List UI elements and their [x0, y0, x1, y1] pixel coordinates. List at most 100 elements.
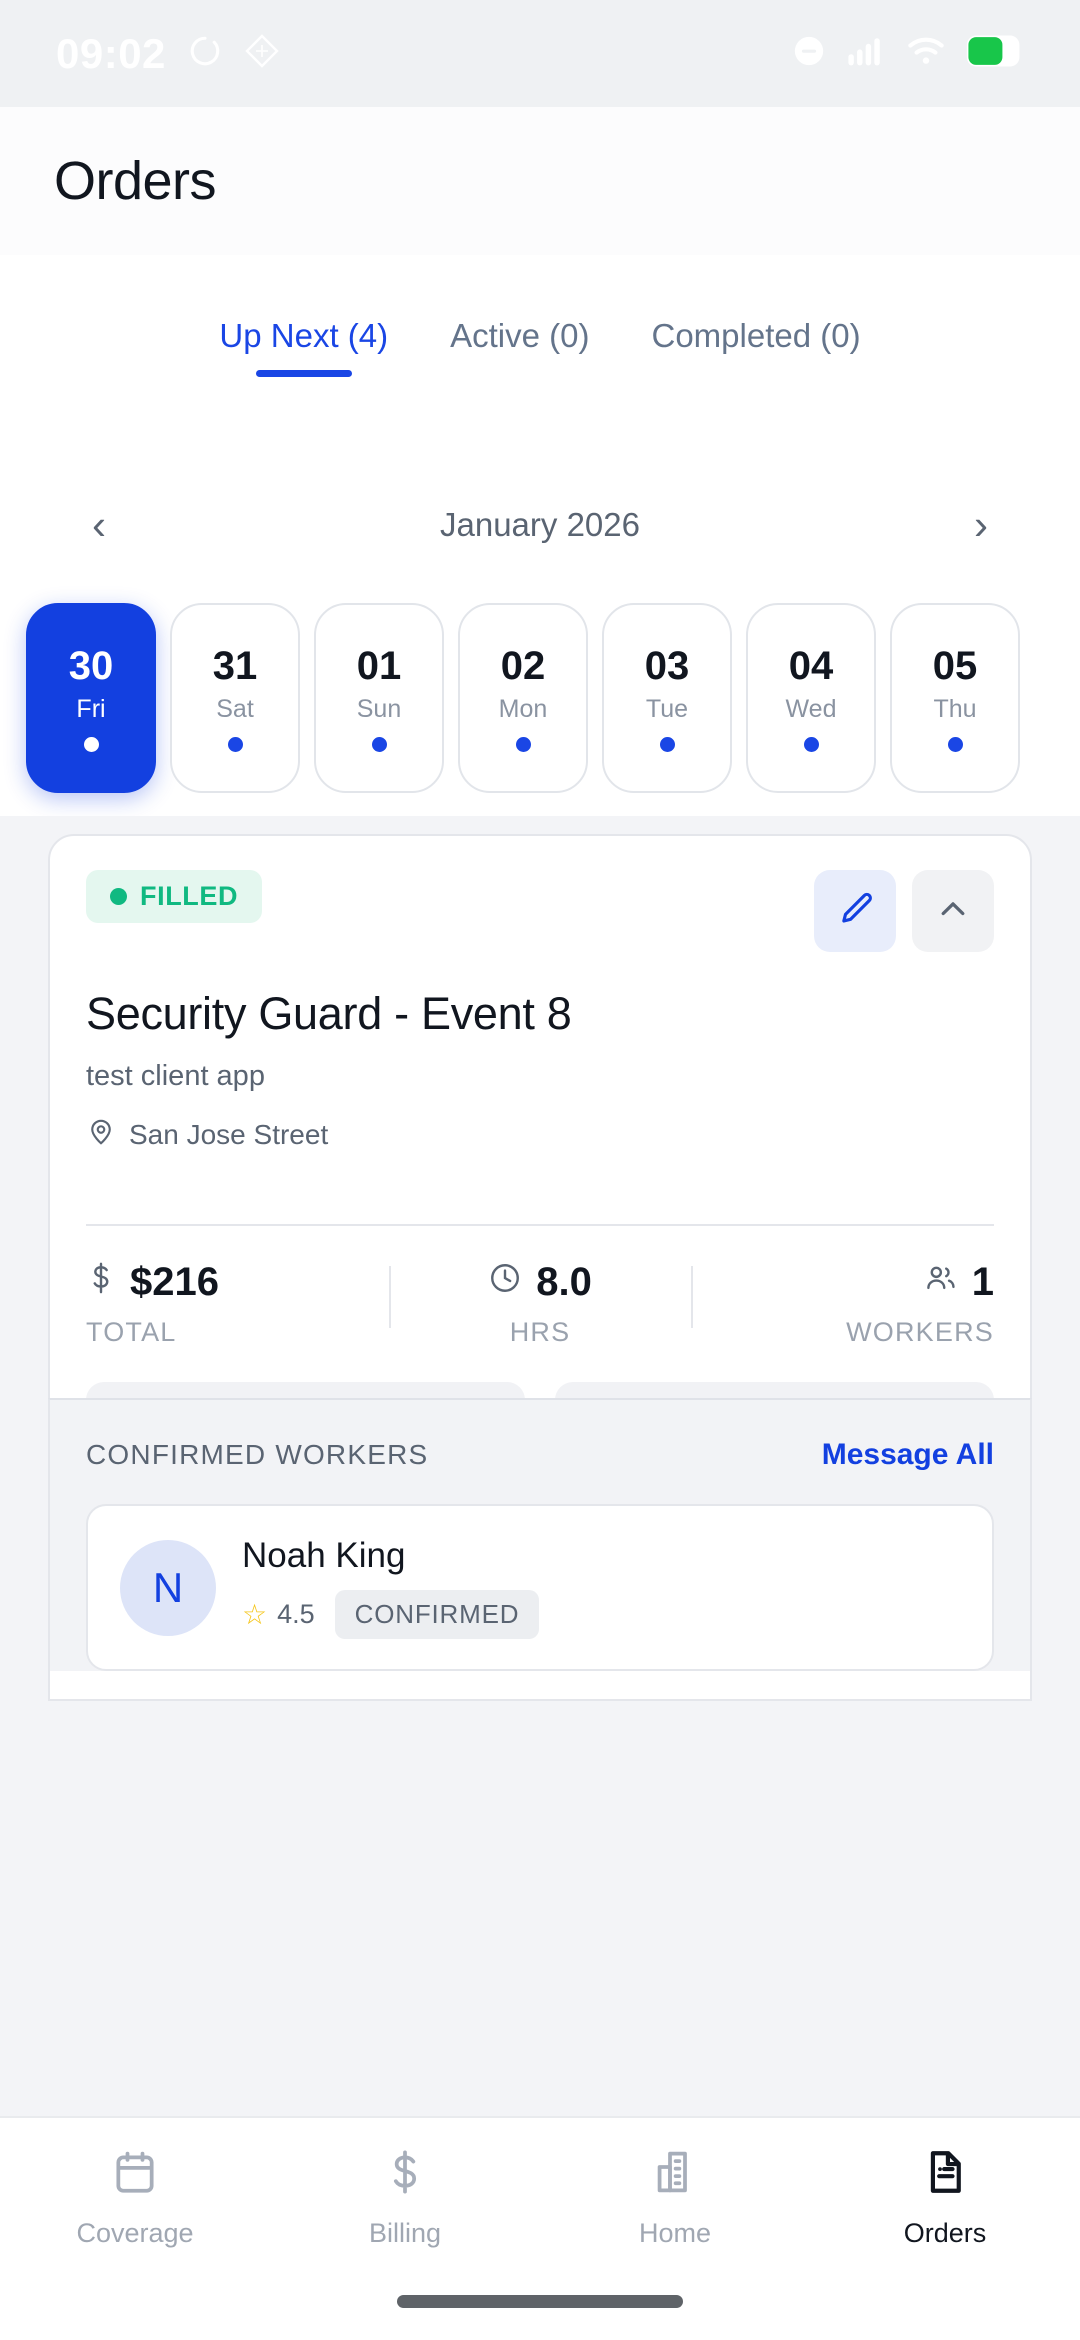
date-dot-icon — [83, 737, 99, 752]
confirmed-workers-header: CONFIRMED WORKERS Message All — [86, 1438, 994, 1472]
confirmed-workers-section: CONFIRMED WORKERS Message All N Noah Kin… — [48, 1398, 1032, 1671]
edit-order-button[interactable] — [814, 870, 896, 952]
dnd-icon — [792, 34, 826, 73]
page-title: Orders — [54, 151, 217, 211]
date-weekday: Fri — [76, 695, 106, 723]
date-dot-icon — [515, 737, 531, 752]
nav-label-home: Home — [638, 2218, 712, 2248]
nav-item-home[interactable]: Home — [540, 2118, 810, 2278]
bottom-nav-items: Coverage Billing Home — [0, 2118, 1080, 2278]
status-bar-left: 09:02 — [56, 30, 280, 78]
date-weekday: Mon — [498, 695, 548, 723]
pencil-icon — [835, 889, 875, 934]
signal-icon — [846, 35, 886, 72]
date-number: 03 — [644, 644, 690, 688]
status-bar: 09:02 — [0, 0, 1080, 107]
tab-completed[interactable]: Completed (0) — [651, 317, 861, 354]
date-weekday: Thu — [933, 695, 977, 723]
order-stats: $216 TOTAL 8.0 HRS — [50, 1226, 1030, 1358]
stat-total-value-row: $216 — [86, 1260, 219, 1305]
wifi-icon — [906, 35, 946, 72]
status-badge-label: FILLED — [140, 881, 239, 911]
date-dot-icon — [371, 737, 387, 752]
stat-workers: 1 WORKERS — [691, 1260, 994, 1348]
order-actions — [814, 870, 994, 952]
confirmed-workers-title: CONFIRMED WORKERS — [86, 1439, 429, 1470]
date-number: 31 — [212, 644, 258, 688]
worker-status-chip: CONFIRMED — [334, 1590, 540, 1639]
stat-total: $216 TOTAL — [86, 1260, 389, 1348]
date-pill-31[interactable]: 31 Sat — [170, 603, 300, 793]
status-badge: FILLED — [86, 870, 263, 923]
tab-active[interactable]: Active (0) — [450, 317, 590, 354]
date-number: 05 — [932, 644, 978, 688]
nav-label-billing: Billing — [368, 2218, 442, 2248]
status-bar-right — [792, 34, 1028, 73]
stat-hours-value: 8.0 — [536, 1260, 592, 1304]
message-all-button[interactable]: Message All — [821, 1438, 994, 1471]
orders-list: FILLED — [0, 816, 1080, 2116]
avatar: N — [120, 1539, 216, 1636]
worker-rating-value: 4.5 — [277, 1599, 315, 1629]
nav-label-orders: Orders — [903, 2218, 987, 2248]
date-pill-02[interactable]: 02 Mon — [458, 603, 588, 793]
tab-bar: Up Next (4) Active (0) Completed (0) — [0, 255, 1080, 405]
order-title: Security Guard - Event 8 — [86, 988, 572, 1039]
date-dot-icon — [947, 737, 963, 752]
nav-item-coverage[interactable]: Coverage — [0, 2118, 270, 2278]
star-icon: ☆ — [242, 1599, 268, 1630]
date-number: 01 — [356, 644, 402, 688]
status-clock: 09:02 — [56, 29, 166, 77]
worker-info: Noah King ☆ 4.5 CONFIRMED — [242, 1536, 540, 1639]
building-icon — [650, 2147, 700, 2202]
date-strip[interactable]: 30 Fri 31 Sat 01 Sun 02 Mon 03 Tue 04 We… — [0, 580, 1080, 816]
month-label: January 2026 — [440, 506, 640, 543]
home-indicator — [397, 2295, 683, 2308]
order-location: San Jose Street — [86, 1117, 994, 1152]
collapse-order-button[interactable] — [912, 870, 994, 952]
date-dot-icon — [227, 737, 243, 752]
stat-workers-value: 1 — [971, 1260, 995, 1304]
date-weekday: Wed — [785, 695, 837, 723]
date-pill-03[interactable]: 03 Tue — [602, 603, 732, 793]
worker-list-item[interactable]: N Noah King ☆ 4.5 CONFIRMED — [86, 1504, 994, 1671]
order-card-header: FILLED — [86, 870, 994, 952]
nav-item-billing[interactable]: Billing — [270, 2118, 540, 2278]
location-pin-icon — [86, 1117, 116, 1152]
stat-total-value: $216 — [130, 1260, 219, 1304]
date-weekday: Tue — [645, 695, 689, 723]
dollar-icon — [380, 2147, 430, 2202]
date-pill-04[interactable]: 04 Wed — [746, 603, 876, 793]
date-pill-05[interactable]: 05 Thu — [890, 603, 1020, 793]
date-pill-01[interactable]: 01 Sun — [314, 603, 444, 793]
worker-meta: ☆ 4.5 CONFIRMED — [242, 1590, 540, 1639]
bottom-navigation: Coverage Billing Home — [0, 2116, 1080, 2340]
stat-workers-label: WORKERS — [846, 1317, 995, 1347]
tab-up-next[interactable]: Up Next (4) — [219, 317, 388, 377]
date-number: 04 — [788, 644, 834, 688]
document-icon — [920, 2147, 970, 2202]
order-client: test client app — [86, 1060, 265, 1092]
chevron-right-icon[interactable]: › — [973, 501, 988, 548]
nav-item-orders[interactable]: Orders — [810, 2118, 1080, 2278]
dollar-icon — [86, 1260, 116, 1305]
calendar-icon — [110, 2147, 160, 2202]
chevron-up-icon — [935, 891, 971, 932]
stat-hours-label: HRS — [509, 1317, 571, 1347]
card-divider — [86, 1224, 994, 1226]
loading-spinner-icon — [188, 34, 222, 73]
people-icon — [922, 1260, 958, 1305]
nav-label-coverage: Coverage — [76, 2218, 194, 2248]
date-weekday: Sat — [216, 695, 254, 723]
chevron-left-icon[interactable]: ‹ — [92, 501, 106, 548]
page-header: Orders — [0, 107, 1080, 255]
stat-total-label: TOTAL — [86, 1317, 177, 1347]
date-pill-30[interactable]: 30 Fri — [26, 603, 156, 793]
stat-hours: 8.0 HRS — [388, 1260, 692, 1348]
order-card-top: FILLED — [50, 836, 1030, 1192]
worker-rating: ☆ 4.5 — [242, 1598, 315, 1631]
month-navigator: ‹ January 2026 › — [0, 470, 1080, 580]
worker-name: Noah King — [242, 1536, 406, 1575]
date-dot-icon — [659, 737, 675, 752]
